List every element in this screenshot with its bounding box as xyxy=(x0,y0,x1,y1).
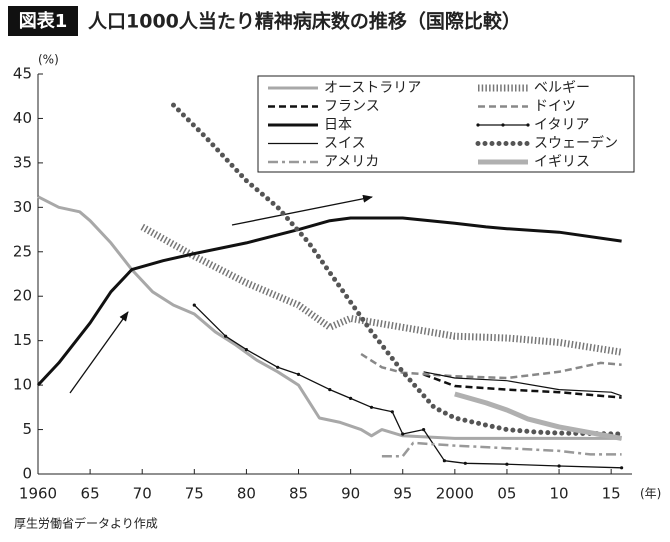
legend-box xyxy=(257,75,635,173)
series-line xyxy=(423,371,622,397)
x-tick-label: 1960 xyxy=(19,485,57,503)
y-tick-label: 30 xyxy=(13,198,32,216)
series-line xyxy=(36,216,622,387)
y-tick-label: 10 xyxy=(13,376,32,394)
x-tick-label: 05 xyxy=(497,485,516,503)
y-unit: (%) xyxy=(38,53,59,67)
series-line xyxy=(140,223,623,356)
legend-label: スウェーデン xyxy=(534,135,618,152)
series-line xyxy=(37,195,622,440)
y-tick-label: 15 xyxy=(13,331,32,349)
x-tick-label: 15 xyxy=(602,485,621,503)
x-tick-label: 75 xyxy=(185,485,204,503)
y-tick-label: 5 xyxy=(22,420,32,438)
x-tick-label: 70 xyxy=(133,485,152,503)
legend-label: イギリス xyxy=(534,154,590,170)
series-line xyxy=(192,303,624,470)
x-tick-label: 80 xyxy=(237,485,256,503)
badge: 図表1 xyxy=(19,10,68,32)
legend-label: アメリカ xyxy=(324,154,379,170)
y-tick-label: 25 xyxy=(13,242,32,260)
x-tick-label: 2000 xyxy=(436,485,474,503)
series-line xyxy=(360,352,622,380)
y-tick-label: 20 xyxy=(13,287,32,305)
x-tick-label: 90 xyxy=(341,485,360,503)
source: 厚生労働省データより作成 xyxy=(14,516,158,531)
x-tick-label: 85 xyxy=(289,485,308,503)
series-line xyxy=(454,391,623,441)
legend-label: イタリア xyxy=(534,117,589,133)
y-tick-label: 0 xyxy=(22,465,32,483)
series-line xyxy=(171,102,625,437)
y-tick-label: 45 xyxy=(13,65,32,83)
badge-box xyxy=(8,6,78,36)
annotation-arrow xyxy=(231,194,373,226)
legend-label: フランス xyxy=(324,99,380,115)
y-tick-label: 40 xyxy=(13,109,32,127)
legend-label: スイス xyxy=(324,136,366,152)
legend-label: ベルギー xyxy=(534,80,590,96)
x-tick-label: 10 xyxy=(550,485,569,503)
x-unit: (年) xyxy=(640,487,661,501)
annotation-arrow xyxy=(69,311,129,394)
x-tick-label: 95 xyxy=(393,485,412,503)
y-tick-label: 35 xyxy=(13,153,32,171)
x-tick-label: 65 xyxy=(81,485,100,503)
series-line xyxy=(381,441,622,458)
legend-label: 日本 xyxy=(324,117,352,133)
legend-label: ドイツ xyxy=(534,99,576,115)
legend-label: オーストラリア xyxy=(324,80,421,96)
chart-title: 人口1000人当たり精神病床数の推移（国際比較） xyxy=(88,10,521,33)
